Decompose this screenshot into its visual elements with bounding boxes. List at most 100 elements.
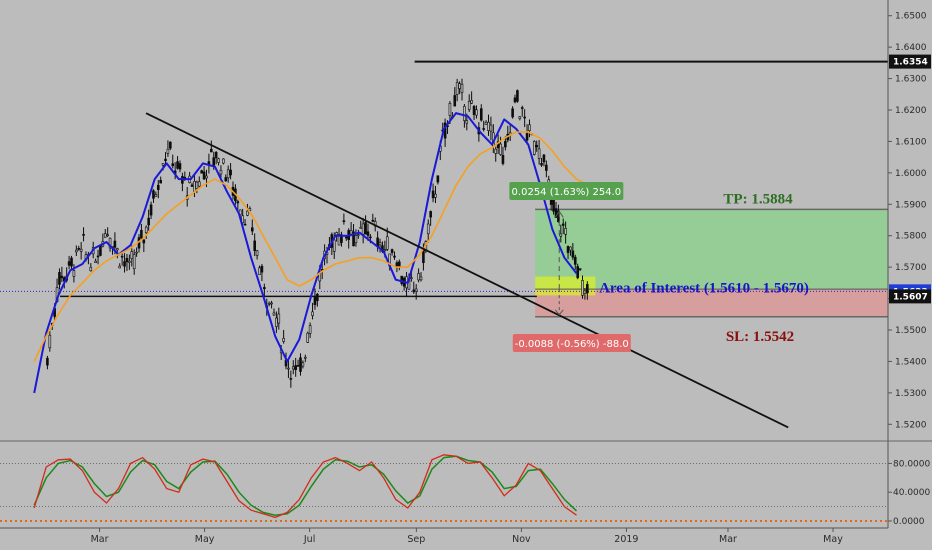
price-axis-panel — [888, 0, 932, 550]
price-tick-label: 1.6100 — [895, 137, 927, 147]
candle-body — [513, 97, 517, 103]
candle-body — [465, 120, 469, 124]
candle-body — [414, 288, 418, 292]
candle-body — [246, 210, 249, 216]
time-tick-label: 2019 — [614, 534, 638, 545]
candle-body — [566, 246, 570, 253]
candle-body — [385, 236, 389, 250]
candle-body — [154, 194, 158, 197]
price-tick-label: 1.5500 — [895, 326, 927, 336]
candle-body — [166, 148, 170, 154]
candle-body — [149, 204, 153, 216]
candle-body — [455, 82, 459, 95]
candle-body — [236, 201, 240, 204]
candle-body — [70, 257, 73, 267]
candle-body — [164, 158, 167, 162]
price-tag — [889, 54, 931, 69]
candle-body — [258, 267, 261, 275]
candle-body — [311, 311, 314, 316]
candle-body — [426, 223, 430, 235]
price-tick-label: 1.5400 — [895, 357, 927, 367]
sl-label: SL: 1.5542 — [726, 329, 794, 345]
candle-body — [429, 211, 432, 218]
gain-box — [509, 182, 624, 200]
candle-body — [287, 367, 290, 370]
candle-body — [224, 177, 228, 182]
time-tick-label: May — [195, 534, 215, 545]
candle-body — [364, 222, 367, 235]
descending-trendline[interactable] — [145, 112, 789, 429]
candle-body — [412, 289, 416, 293]
candle-body — [241, 215, 244, 224]
gain-label: 0.0254 (1.63%) 254.0 — [512, 187, 622, 198]
candle-body — [301, 362, 305, 367]
price-tick-label: 1.5300 — [895, 389, 927, 399]
candle-body — [190, 184, 194, 187]
stop-arrowhead-icon — [554, 309, 564, 316]
time-tick-label: Mar — [91, 534, 109, 545]
candle-body — [277, 313, 281, 324]
candle-body — [270, 302, 273, 305]
candle-body — [540, 163, 543, 166]
candle-body — [304, 356, 307, 359]
candle-body — [250, 227, 254, 232]
candle-body — [448, 103, 452, 116]
candle-body — [335, 232, 338, 236]
candle-body — [561, 223, 565, 226]
candle-body — [342, 220, 346, 222]
candle-body — [212, 157, 216, 167]
candle-body — [467, 100, 471, 110]
candle-body — [559, 233, 563, 237]
candle-body — [371, 219, 375, 222]
candle-body — [125, 257, 129, 263]
candle-body — [419, 276, 423, 281]
candle-body — [108, 237, 112, 249]
candle-body — [520, 107, 524, 109]
candle-body — [523, 116, 526, 119]
candle-body — [226, 169, 230, 179]
candle-body — [267, 302, 271, 305]
candle-body — [460, 83, 464, 93]
candle-body — [123, 261, 126, 267]
candle-body — [306, 332, 310, 343]
candle-body — [58, 272, 61, 285]
time-tick-label: Nov — [512, 534, 531, 545]
candle-body — [431, 190, 435, 199]
candle-body — [118, 265, 122, 269]
target-arrowhead-icon — [554, 210, 564, 218]
candle-body — [82, 234, 85, 236]
price-tag-label: 1.5607 — [893, 292, 928, 302]
candle-body — [159, 179, 162, 184]
candle-body — [475, 109, 478, 116]
candle-body — [289, 378, 293, 380]
candle-body — [352, 231, 355, 247]
candle-body — [554, 208, 558, 218]
candle-body — [516, 90, 519, 102]
tp-label: TP: 1.5884 — [723, 191, 793, 207]
candle-body — [479, 108, 483, 121]
loss-label: -0.0088 (-0.56%) -88.0 — [515, 339, 629, 350]
candle-body — [202, 171, 206, 180]
oscillator-k-line — [33, 454, 577, 519]
candle-body — [332, 239, 336, 252]
candle-body — [357, 234, 360, 236]
price-tag-label: 1.6354 — [893, 58, 928, 68]
candle-body — [501, 155, 505, 164]
price-tick-label: 1.6400 — [895, 43, 927, 53]
candle-body — [77, 248, 81, 250]
candle-body — [458, 83, 461, 89]
candle-body — [200, 170, 203, 174]
candle-body — [453, 95, 457, 107]
candle-body — [144, 226, 148, 233]
candle-body — [393, 255, 396, 258]
candle-body — [106, 234, 109, 237]
candle-body — [494, 148, 498, 154]
area-of-interest-zone — [535, 276, 596, 296]
candle-body — [410, 277, 413, 280]
candle-body — [545, 164, 548, 171]
candle-body — [489, 124, 493, 132]
candle-body — [359, 226, 363, 229]
oscillator-tick-label: 0.0000 — [893, 517, 925, 527]
candle-body — [197, 181, 201, 187]
